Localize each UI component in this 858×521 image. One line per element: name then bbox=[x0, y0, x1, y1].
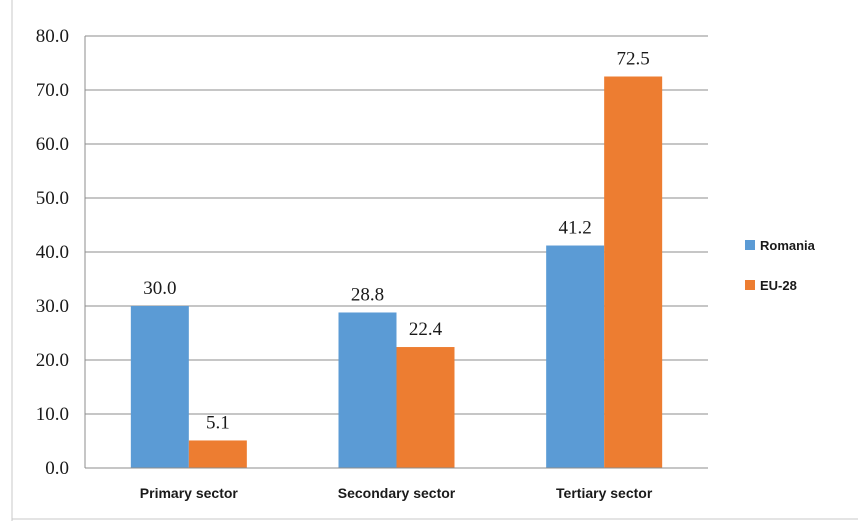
bar-romania-2 bbox=[338, 312, 397, 468]
y-tick-label: 50.0 bbox=[36, 188, 69, 209]
x-category-label: Primary sector bbox=[140, 485, 239, 501]
legend-label: Romania bbox=[760, 238, 816, 253]
bar-romania-3 bbox=[546, 245, 605, 468]
data-label: 72.5 bbox=[617, 49, 650, 70]
legend-swatch-eu-28 bbox=[745, 280, 755, 290]
chart-frame bbox=[11, 0, 858, 521]
legend-swatch-romania bbox=[745, 240, 755, 250]
data-labels: 30.0 5.1 28.8 22.4 41.2 72.5 bbox=[143, 49, 650, 434]
data-label: 22.4 bbox=[409, 319, 443, 340]
y-tick-label: 0.0 bbox=[45, 458, 69, 479]
y-tick-label: 80.0 bbox=[36, 26, 69, 47]
y-tick-label: 10.0 bbox=[36, 404, 69, 425]
bar-romania-1 bbox=[130, 306, 189, 468]
x-axis: Primary sector Secondary sector Tertiary s… bbox=[85, 467, 708, 501]
y-tick-label: 70.0 bbox=[36, 80, 69, 101]
data-label: 28.8 bbox=[351, 284, 384, 305]
x-category-label: Secondary sector bbox=[338, 485, 456, 501]
y-tick-label: 60.0 bbox=[36, 134, 69, 155]
y-tick-label: 20.0 bbox=[36, 350, 69, 371]
y-tick-label: 30.0 bbox=[36, 296, 69, 317]
y-tick-label: 40.0 bbox=[36, 242, 69, 263]
bars bbox=[130, 76, 663, 468]
x-category-label: Tertiary sector bbox=[556, 485, 653, 501]
legend-label: EU-28 bbox=[760, 278, 797, 293]
data-label: 30.0 bbox=[143, 278, 176, 299]
legend: Romania EU-28 bbox=[745, 238, 816, 293]
data-label: 41.2 bbox=[559, 218, 592, 239]
y-axis: 0.0 10.0 20.0 30.0 40.0 50.0 60.0 70.0 80.0 bbox=[36, 26, 86, 479]
data-label: 5.1 bbox=[206, 412, 230, 433]
bar-eu-28-1 bbox=[188, 440, 247, 468]
bar-eu-28-3 bbox=[604, 76, 663, 468]
bar-eu-28-2 bbox=[396, 347, 455, 468]
